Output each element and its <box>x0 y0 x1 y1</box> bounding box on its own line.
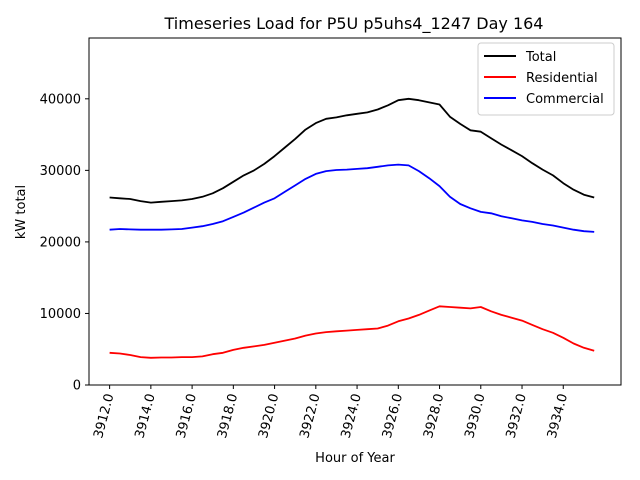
chart-title: Timeseries Load for P5U p5uhs4_1247 Day … <box>164 14 544 34</box>
series-layer <box>109 97 595 359</box>
y-tick-label: 10000 <box>40 307 81 322</box>
legend-label-residential: Residential <box>526 71 598 86</box>
y-tick-label: 40000 <box>40 92 81 107</box>
plot-frame <box>88 37 622 386</box>
legend-label-total: Total <box>525 50 556 65</box>
legend-label-commercial: Commercial <box>526 92 604 107</box>
series-line-commercial <box>109 163 595 233</box>
series-line-residential <box>109 305 595 359</box>
series-line-total <box>109 97 595 204</box>
y-tick-label: 30000 <box>40 164 81 179</box>
y-tick-label: 0 <box>73 379 81 394</box>
x-axis-title: Hour of Year <box>315 451 395 466</box>
y-tick-label: 20000 <box>40 235 81 250</box>
y-axis-title: kW total <box>14 185 29 239</box>
y-axis: 0 10000 20000 30000 40000 <box>40 92 89 394</box>
legend: Total Residential Commercial <box>477 42 615 116</box>
